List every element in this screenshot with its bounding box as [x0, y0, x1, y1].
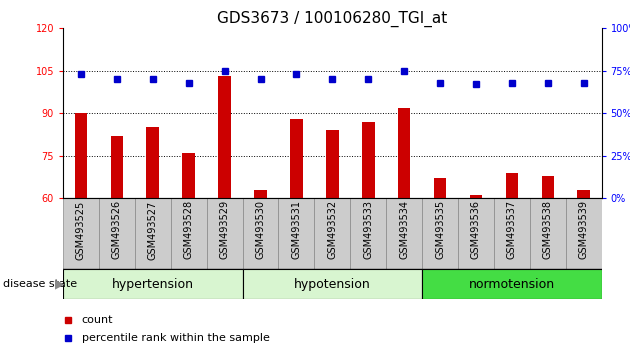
Bar — [255, 190, 266, 198]
Bar — [278, 198, 314, 269]
Text: GSM493528: GSM493528 — [184, 200, 193, 259]
Text: GSM493532: GSM493532 — [328, 200, 337, 259]
Bar — [207, 198, 243, 269]
Text: GSM493530: GSM493530 — [256, 200, 265, 259]
Bar — [470, 195, 482, 198]
Text: GSM493535: GSM493535 — [435, 200, 445, 259]
Text: count: count — [82, 315, 113, 325]
Text: GSM493537: GSM493537 — [507, 200, 517, 259]
Text: percentile rank within the sample: percentile rank within the sample — [82, 333, 270, 343]
Text: disease state: disease state — [3, 279, 77, 289]
Bar — [386, 198, 422, 269]
Bar — [135, 198, 171, 269]
Text: normotension: normotension — [469, 278, 555, 291]
Bar — [350, 198, 386, 269]
Bar — [75, 113, 87, 198]
Text: hypotension: hypotension — [294, 278, 370, 291]
Title: GDS3673 / 100106280_TGI_at: GDS3673 / 100106280_TGI_at — [217, 11, 447, 27]
Bar — [542, 176, 554, 198]
Bar — [422, 269, 602, 299]
Bar — [290, 119, 302, 198]
Bar — [422, 198, 458, 269]
Bar — [398, 108, 410, 198]
Bar — [494, 198, 530, 269]
Bar — [219, 76, 231, 198]
Bar — [63, 269, 243, 299]
Bar — [506, 173, 518, 198]
Bar — [326, 130, 338, 198]
Text: GSM493534: GSM493534 — [399, 200, 409, 259]
Bar — [243, 269, 422, 299]
Text: GSM493526: GSM493526 — [112, 200, 122, 259]
Bar — [578, 190, 590, 198]
Text: hypertension: hypertension — [112, 278, 194, 291]
Text: GSM493531: GSM493531 — [292, 200, 301, 259]
Bar — [314, 198, 350, 269]
Text: GSM493538: GSM493538 — [543, 200, 553, 259]
Bar — [63, 198, 99, 269]
Bar — [458, 198, 494, 269]
Text: GSM493529: GSM493529 — [220, 200, 229, 259]
Bar — [147, 127, 159, 198]
Text: GSM493525: GSM493525 — [76, 200, 86, 259]
Bar — [566, 198, 602, 269]
Bar — [111, 136, 123, 198]
Text: GSM493527: GSM493527 — [148, 200, 158, 259]
Bar — [434, 178, 446, 198]
Text: ▶: ▶ — [55, 278, 65, 291]
Bar — [171, 198, 207, 269]
Text: GSM493539: GSM493539 — [579, 200, 588, 259]
Bar — [530, 198, 566, 269]
Bar — [99, 198, 135, 269]
Text: GSM493533: GSM493533 — [364, 200, 373, 259]
Bar — [243, 198, 278, 269]
Bar — [183, 153, 195, 198]
Bar — [362, 122, 374, 198]
Text: GSM493536: GSM493536 — [471, 200, 481, 259]
